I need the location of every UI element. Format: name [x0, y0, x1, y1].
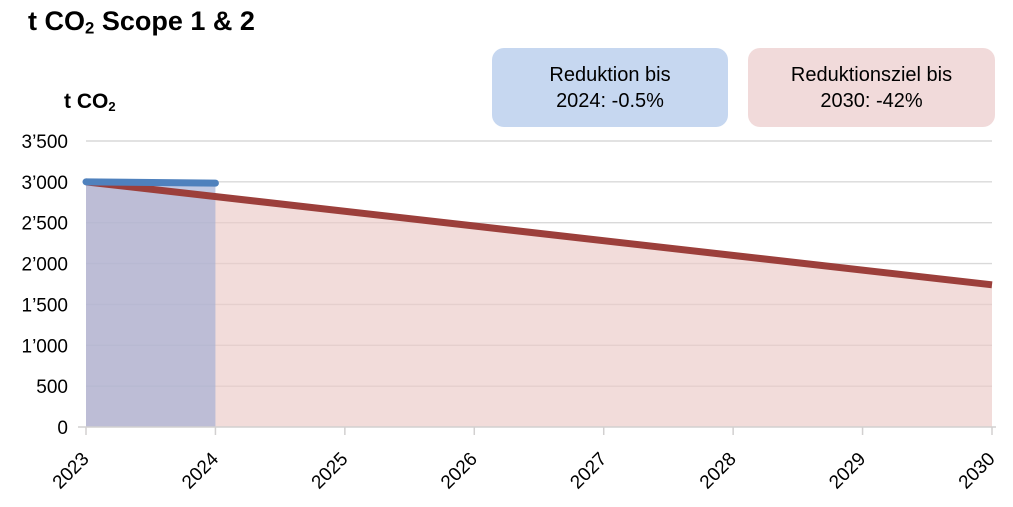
area-series — [86, 181, 992, 427]
y-axis-tick-label: 1’000 — [22, 336, 69, 357]
legend-badge-line2: 2024: -0.5% — [556, 89, 664, 112]
y-axis-title-subscript: 2 — [108, 98, 116, 114]
chart-title-suffix: Scope 1 & 2 — [94, 6, 255, 36]
legend-badge-line2: 2030: -42% — [820, 89, 923, 112]
x-axis-tick-label: 2025 — [308, 449, 353, 494]
y-axis-tick-label: 0 — [57, 418, 68, 439]
x-axis-tick-label: 2026 — [437, 449, 482, 494]
y-axis-tick-label: 3’500 — [22, 132, 69, 153]
x-axis-tick-label: 2024 — [178, 448, 223, 493]
line-series — [82, 178, 219, 187]
x-axis-tick-label: 2030 — [955, 449, 1000, 494]
x-axis-tick-label: 2028 — [696, 449, 741, 494]
y-axis-title: t CO2 — [64, 90, 116, 114]
chart-title-text: t CO — [28, 6, 85, 36]
chart-title-subscript: 2 — [85, 18, 95, 38]
x-axis-tick-label: 2029 — [825, 449, 870, 494]
x-axis-tick-label: 2027 — [567, 449, 612, 494]
y-axis-tick-label: 2’000 — [22, 255, 69, 276]
x-axis-tick-label: 2023 — [49, 449, 94, 494]
legend-badge-reduction-2024: Reduktion bis 2024: -0.5% — [492, 48, 728, 127]
y-axis-tick-label: 1’500 — [22, 295, 69, 316]
y-axis-tick-label: 2’500 — [22, 214, 69, 235]
legend-badge-line1: Reduktion bis — [549, 63, 671, 86]
legend-badge-target-2030: Reduktionsziel bis 2030: -42% — [748, 48, 995, 127]
chart-title: t CO2 Scope 1 & 2 — [28, 6, 255, 39]
line-series — [85, 178, 993, 289]
y-axis-tick-label: 3’000 — [22, 173, 69, 194]
y-axis-tick-label: 500 — [36, 377, 68, 398]
legend-badge-line1: Reduktionsziel bis — [790, 63, 953, 86]
y-axis-title-text: t CO — [64, 90, 109, 113]
area-series — [86, 181, 216, 427]
